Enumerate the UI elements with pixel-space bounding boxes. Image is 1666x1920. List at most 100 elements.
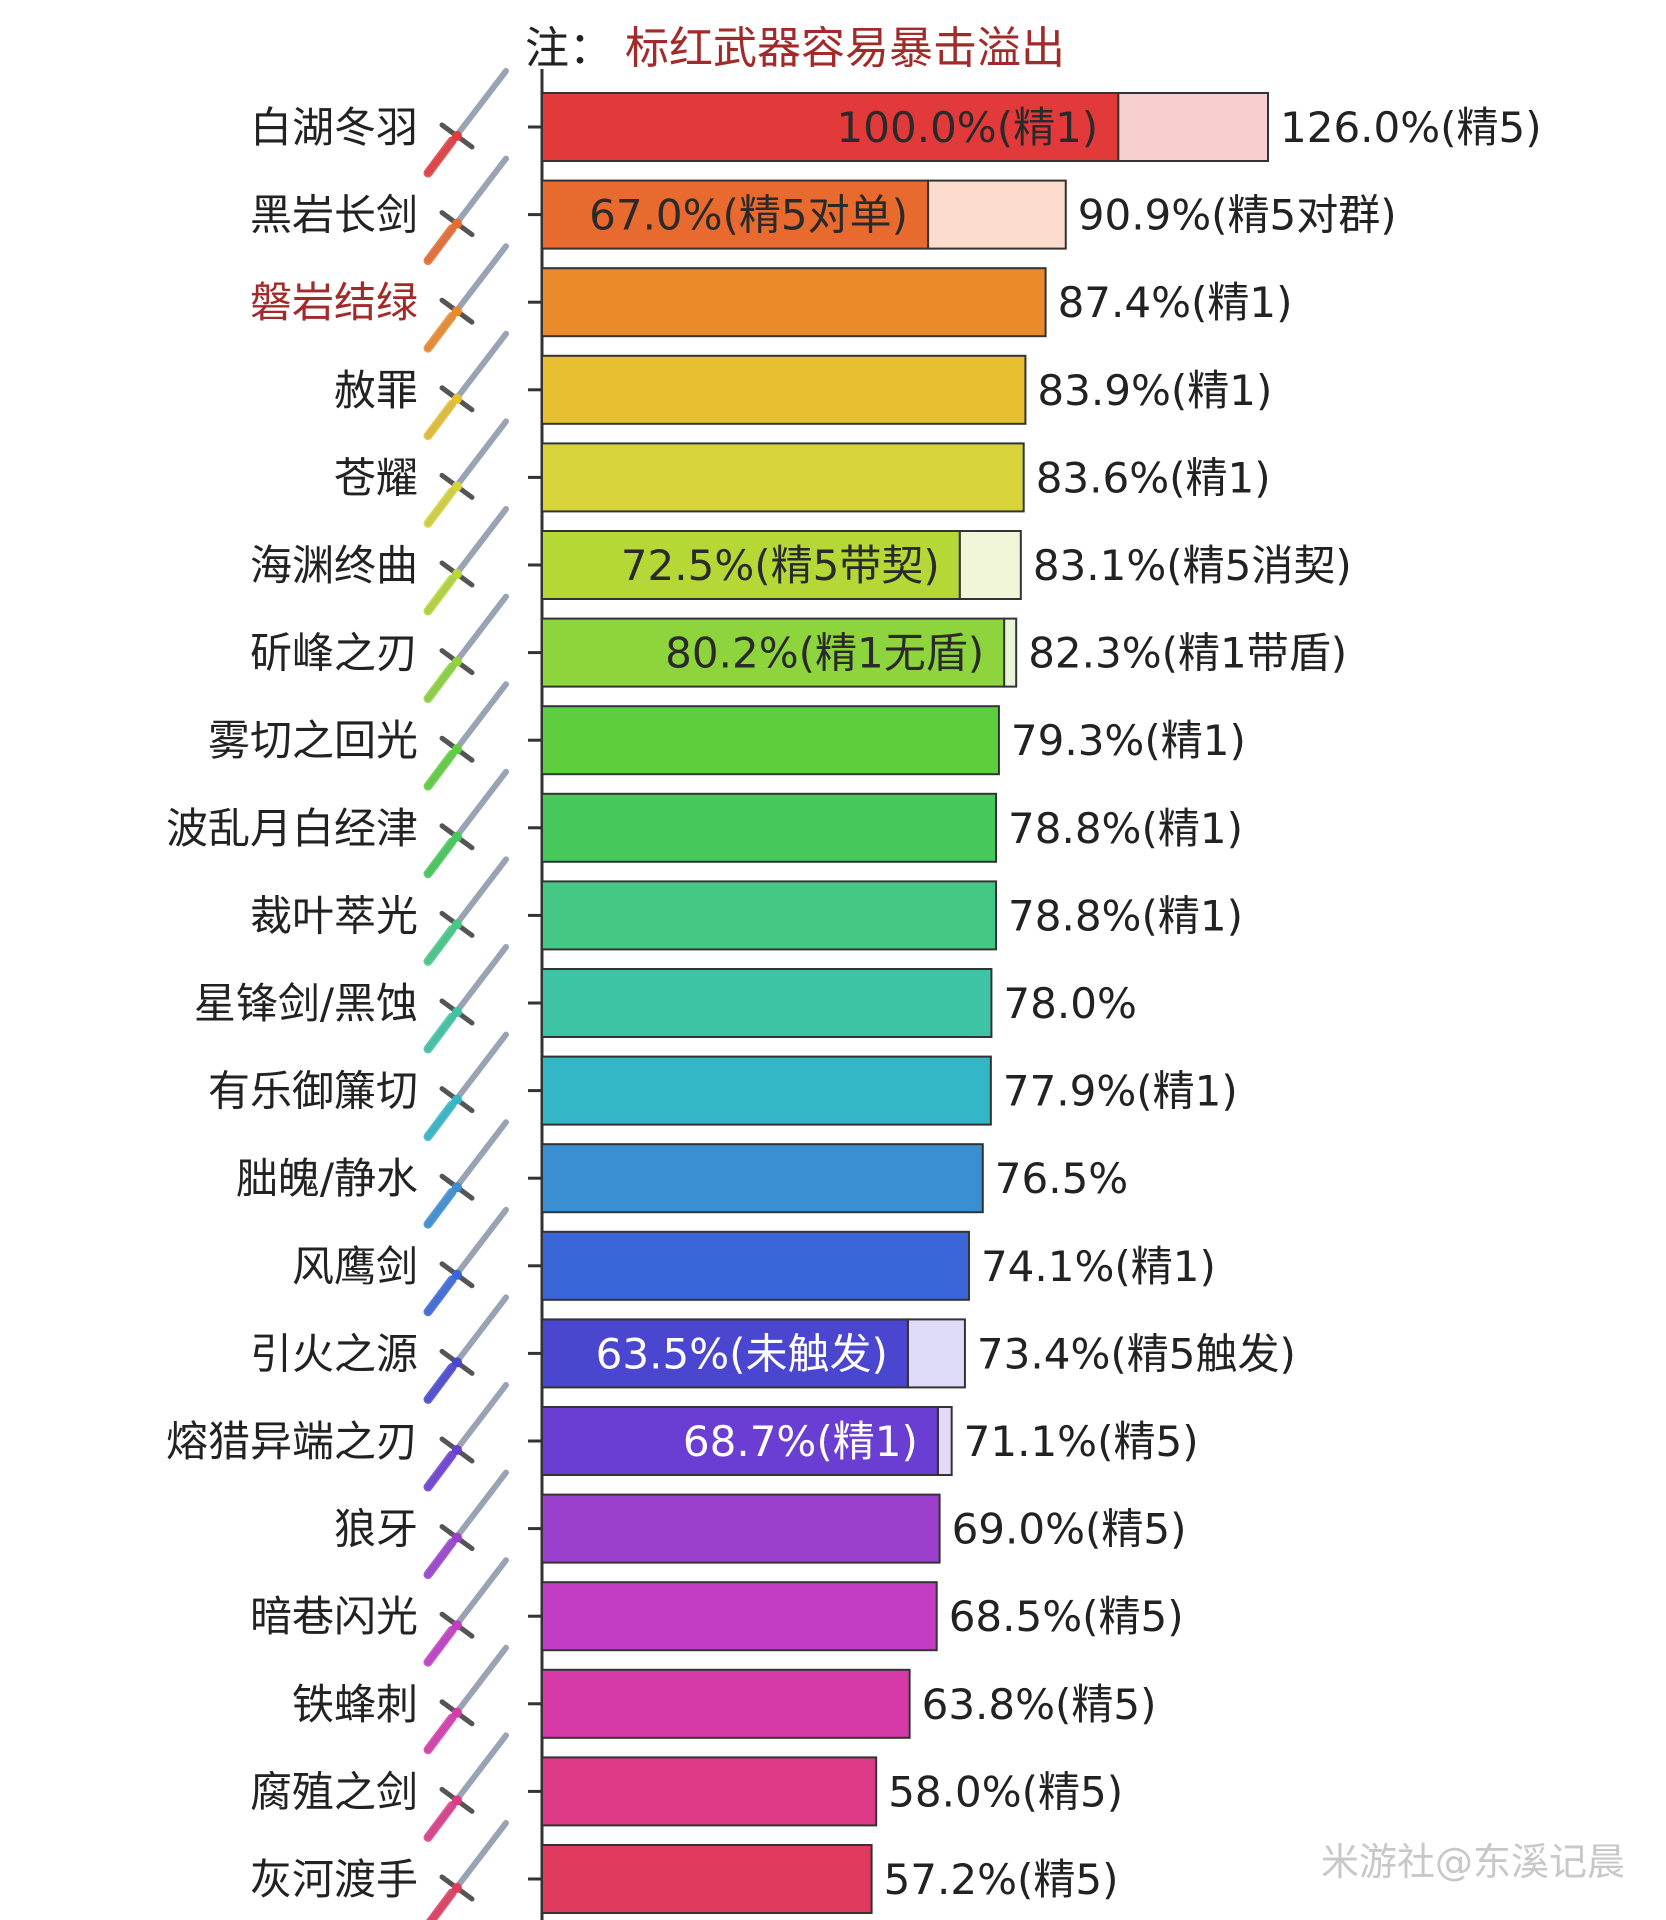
bar-value-label: 82.3%(精1带盾): [1028, 629, 1347, 678]
category-label: 海渊终曲: [250, 541, 418, 590]
bar-row: 有乐御簾切 77.9%(精1): [208, 1031, 1238, 1142]
sword-icon: [423, 1294, 509, 1404]
bar-value-label: 83.1%(精5消契): [1033, 541, 1352, 590]
chart-note: 标红武器容易暴击溢出: [625, 23, 1065, 74]
bar-value-label: 83.9%(精1): [1037, 366, 1272, 415]
bar: [541, 530, 961, 600]
bar-row: 胐魄/静水 76.5%: [236, 1119, 1128, 1229]
bar-row: 灰河渡手 57.2%(精5): [250, 1820, 1119, 1920]
bar-value-label: 78.8%(精1): [1008, 804, 1243, 853]
bar: [541, 1756, 878, 1827]
sword-icon: [423, 1031, 509, 1142]
bar-inner-label: 68.7%(精1): [683, 1417, 918, 1466]
category-label: 风鹰剑: [292, 1242, 418, 1291]
bar: [541, 968, 993, 1038]
sword-icon: [423, 243, 509, 353]
bar: [541, 1230, 970, 1301]
bar: [541, 1143, 984, 1214]
category-label: 灰河渡手: [250, 1855, 418, 1904]
chart-note-prefix: 注：: [525, 23, 613, 74]
bar-row: 熔猎异端之刃 68.7%(精1) 71.1%(精5): [166, 1382, 1199, 1492]
bar-value-label: 68.5%(精5): [949, 1592, 1184, 1641]
bar-row: 白湖冬羽 100.0%(精1) 126.0%(精5): [250, 68, 1542, 178]
bar-value-label: 74.1%(精1): [981, 1242, 1216, 1291]
bar-row: 黑岩长剑 67.0%(精5对单) 90.9%(精5对群): [250, 155, 1397, 266]
bar-extension: [906, 1318, 966, 1389]
bar-row: 引火之源 63.5%(未触发) 73.4%(精5触发): [250, 1294, 1296, 1404]
bar-value-label: 71.1%(精5): [964, 1417, 1199, 1466]
bar: [541, 92, 1120, 162]
category-label: 腐殖之剑: [250, 1767, 418, 1816]
bar: [541, 442, 1025, 513]
bar: [541, 1844, 873, 1914]
sword-icon: [423, 768, 509, 879]
bar-value-label: 77.9%(精1): [1003, 1067, 1238, 1116]
category-label: 铁蜂刺: [292, 1680, 418, 1729]
bar: [541, 1668, 911, 1739]
bar-extension: [1117, 92, 1269, 162]
category-label: 黑岩长剑: [250, 191, 418, 240]
bar-extension: [958, 530, 1022, 600]
category-label: 暗巷闪光: [250, 1592, 418, 1641]
category-label: 斫峰之刃: [250, 629, 418, 678]
sword-icon: [423, 1557, 509, 1667]
bar-inner-label: 72.5%(精5带契): [621, 541, 940, 590]
bar-row: 磐岩结绿 87.4%(精1): [250, 243, 1293, 353]
bar-value-label: 76.5%: [995, 1154, 1128, 1203]
bar: [541, 267, 1047, 338]
sword-icon: [423, 856, 509, 966]
bar-value-label: 79.3%(精1): [1011, 716, 1246, 765]
bar-row: 铁蜂刺 63.8%(精5): [292, 1644, 1157, 1755]
sword-icon: [423, 506, 509, 616]
bar-row: 苍耀 83.6%(精1): [334, 418, 1271, 528]
bar: [541, 880, 998, 951]
bar: [541, 1581, 938, 1652]
bar-row: 斫峰之刃 80.2%(精1无盾) 82.3%(精1带盾): [250, 593, 1347, 704]
sword-icon: [423, 155, 509, 266]
sword-icon: [426, 1820, 509, 1920]
bar-row: 狼牙 69.0%(精5): [334, 1469, 1186, 1580]
bar: [541, 354, 1027, 425]
bar-value-label: 78.0%: [1003, 979, 1136, 1028]
sword-icon: [423, 1382, 509, 1492]
bar-row: 风鹰剑 74.1%(精1): [292, 1206, 1216, 1317]
bar-value-label: 87.4%(精1): [1058, 278, 1293, 327]
bar-row: 波乱月白经津 78.8%(精1): [166, 768, 1243, 879]
sword-icon: [423, 1732, 509, 1842]
bar-value-label: 126.0%(精5): [1280, 103, 1542, 152]
bar: [541, 1318, 909, 1389]
bar-row: 腐殖之剑 58.0%(精5): [250, 1732, 1123, 1842]
category-label: 白湖冬羽: [250, 103, 418, 152]
bar: [541, 1493, 941, 1564]
category-label: 有乐御簾切: [208, 1067, 418, 1116]
category-label: 赦罪: [334, 366, 418, 415]
bar-row: 星锋剑/黑蚀 78.0%: [194, 944, 1137, 1054]
category-label: 星锋剑/黑蚀: [194, 979, 418, 1028]
category-label: 熔猎异端之刃: [166, 1417, 418, 1466]
sword-icon: [423, 1206, 509, 1317]
bar-value-label: 73.4%(精5触发): [977, 1329, 1296, 1378]
bar-inner-label: 63.5%(未触发): [596, 1329, 888, 1378]
bar-value-label: 83.6%(精1): [1036, 453, 1271, 502]
sword-icon: [423, 593, 509, 704]
sword-icon: [423, 944, 509, 1054]
bar-value-label: 57.2%(精5): [884, 1855, 1119, 1904]
bar: [541, 792, 998, 863]
bar-row: 暗巷闪光 68.5%(精5): [250, 1557, 1184, 1667]
bar-inner-label: 67.0%(精5对单): [589, 191, 908, 240]
bar-extension: [927, 179, 1067, 250]
category-label: 裁叶萃光: [250, 891, 418, 940]
bar-inner-label: 80.2%(精1无盾): [665, 629, 984, 678]
bar-row: 裁叶萃光 78.8%(精1): [250, 856, 1243, 966]
bar-value-label: 90.9%(精5对群): [1078, 191, 1397, 240]
category-label: 波乱月白经津: [166, 804, 418, 853]
bar: [541, 1406, 939, 1476]
bar-inner-label: 100.0%(精1): [837, 103, 1099, 152]
bar-row: 雾切之回光 79.3%(精1): [208, 681, 1246, 791]
category-label: 苍耀: [334, 453, 418, 502]
watermark: 米游社@东溪记晨: [1321, 1840, 1625, 1884]
sword-icon: [423, 1119, 509, 1229]
category-label: 磐岩结绿: [250, 278, 418, 327]
